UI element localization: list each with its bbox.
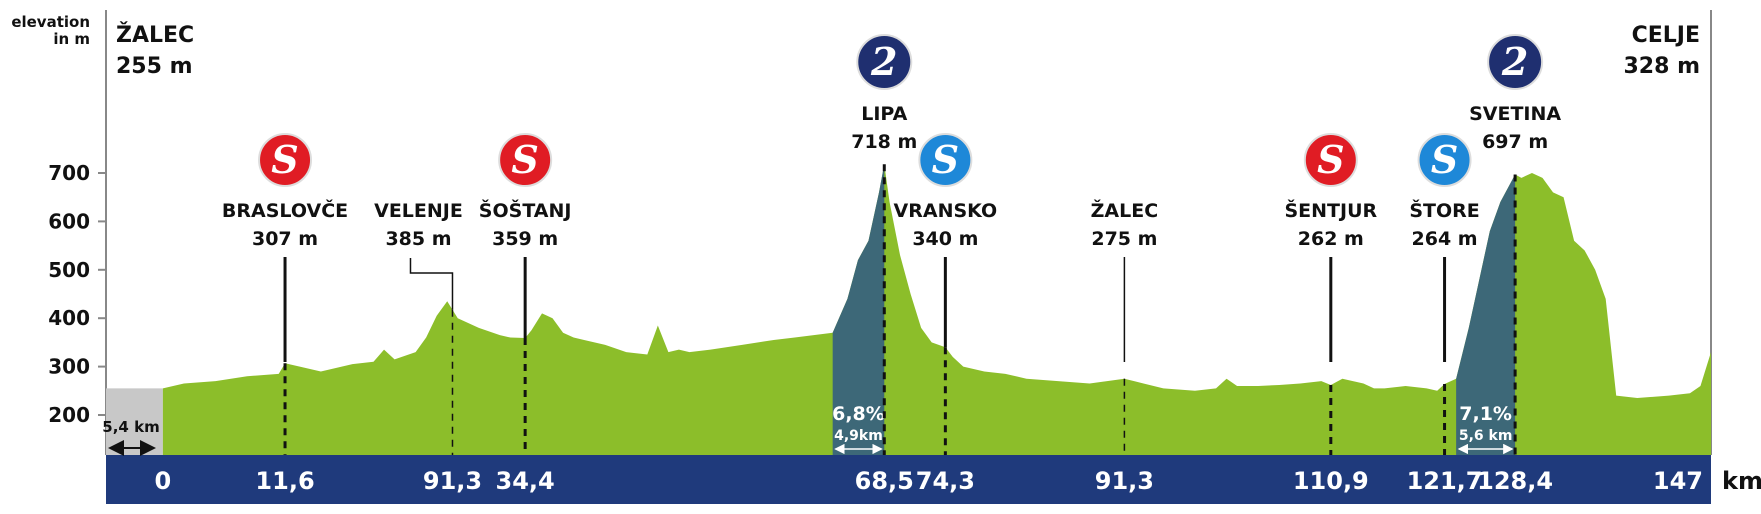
waypoint: ŠENTJUR 262 m S	[1284, 133, 1378, 455]
waypoint: ŽALEC 275 m	[1091, 199, 1159, 455]
km-point-label: 91,3	[1095, 467, 1154, 495]
sprint-icon	[918, 133, 973, 187]
km-point-label: 68,5	[855, 467, 914, 495]
finish-elevation: 328 m	[1623, 54, 1700, 79]
waypoint-elevation: 307 m	[252, 228, 318, 250]
kom-icon	[1487, 34, 1544, 90]
km-point-label: 34,4	[496, 467, 555, 495]
y-tick-label: 500	[48, 258, 90, 282]
start-elevation: 255 m	[116, 54, 193, 79]
waypoint-name: SVETINA	[1469, 103, 1561, 125]
waypoint-name: VRANSKO	[894, 200, 998, 222]
y-tick-label: 700	[48, 161, 90, 185]
sprint-icon	[258, 133, 313, 187]
km-point-label: 128,4	[1477, 467, 1553, 495]
waypoint-elevation: 262 m	[1298, 228, 1364, 250]
waypoint-elevation: 718 m	[851, 131, 917, 153]
icon-glyph: S	[1431, 137, 1458, 182]
waypoint: VELENJE 385 m	[374, 200, 463, 455]
elevation-axis-label: elevation	[11, 13, 90, 31]
km-tick-label: 0	[155, 467, 172, 495]
climb-area	[1456, 174, 1516, 455]
icon-glyph: S	[271, 137, 298, 182]
waypoint-name: VELENJE	[374, 200, 463, 222]
icon-glyph: S	[932, 137, 959, 182]
waypoints: BRASLOVČE 307 m S VELENJE 385 m ŠOŠTANJ 359 m S…	[222, 34, 1561, 455]
waypoint: BRASLOVČE 307 m S	[222, 133, 348, 455]
waypoint-elevation: 697 m	[1482, 131, 1548, 153]
neutral-zone-label: 5,4 km	[102, 418, 159, 436]
neutral-zone-area	[106, 388, 163, 455]
icon-glyph: S	[511, 137, 538, 182]
climb-length: 4,9km	[834, 428, 883, 444]
waypoint-elevation: 385 m	[385, 228, 451, 250]
y-axis-ticks: 200 300 400 500 600 700	[48, 161, 106, 427]
climb-area	[832, 164, 885, 455]
y-tick-label: 200	[48, 403, 90, 427]
waypoint-elevation: 275 m	[1091, 228, 1157, 250]
terrain-area	[162, 164, 1711, 455]
km-point-label: 110,9	[1293, 467, 1369, 495]
waypoint-name: ŽALEC	[1091, 199, 1159, 222]
distance-band	[106, 455, 1711, 504]
waypoint: VRANSKO 340 m S	[894, 133, 998, 455]
climb-gradient: 6,8%	[832, 403, 885, 425]
climb-length: 5,6 km	[1459, 428, 1513, 444]
sprint-icon	[1303, 133, 1358, 187]
waypoint-name: LIPA	[861, 103, 907, 125]
sprint-icon	[1417, 133, 1472, 187]
sprint-icon	[498, 133, 553, 187]
kom-icon	[856, 34, 913, 90]
waypoint-name: ŠTORE	[1409, 198, 1479, 222]
waypoint-elevation: 340 m	[912, 228, 978, 250]
km-point-label: 11,6	[255, 467, 314, 495]
waypoint-name: ŠENTJUR	[1284, 198, 1377, 222]
y-tick-label: 300	[48, 355, 90, 379]
elevation-axis-unit: in m	[53, 30, 90, 48]
waypoint-name: BRASLOVČE	[222, 198, 348, 222]
y-tick-label: 400	[48, 306, 90, 330]
waypoint: ŠTORE 264 m S	[1409, 133, 1480, 455]
waypoint: ŠOŠTANJ 359 m S	[479, 133, 572, 455]
start-name: ŽALEC	[116, 22, 194, 48]
km-point-label: 74,3	[916, 467, 975, 495]
waypoint-name: ŠOŠTANJ	[479, 198, 572, 222]
icon-glyph: S	[1317, 137, 1344, 182]
climb-segments: 6,8% 4,9km 7,1% 5,6 km	[832, 164, 1516, 455]
waypoint-elevation: 359 m	[492, 228, 558, 250]
km-tick-label: 147	[1653, 467, 1703, 495]
terrain-profile	[106, 164, 1711, 455]
km-labels: 0 147 11,6 91,3 34,4 68,5 74,3 91,3 110,9 121,712…	[155, 467, 1703, 495]
icon-glyph: 2	[1501, 39, 1528, 84]
climb-gradient: 7,1%	[1459, 403, 1512, 425]
km-unit-label: km	[1722, 467, 1761, 495]
km-point-label: 121,7	[1407, 467, 1483, 495]
icon-glyph: 2	[870, 39, 897, 84]
y-tick-label: 600	[48, 209, 90, 233]
finish-name: CELJE	[1632, 23, 1700, 48]
waypoint-elevation: 264 m	[1412, 228, 1478, 250]
waypoint: SVETINA 697 m 2	[1469, 34, 1561, 455]
waypoint: LIPA 718 m 2	[851, 34, 917, 455]
km-point-label: 91,3	[423, 467, 482, 495]
waypoint-leader	[409, 258, 454, 310]
